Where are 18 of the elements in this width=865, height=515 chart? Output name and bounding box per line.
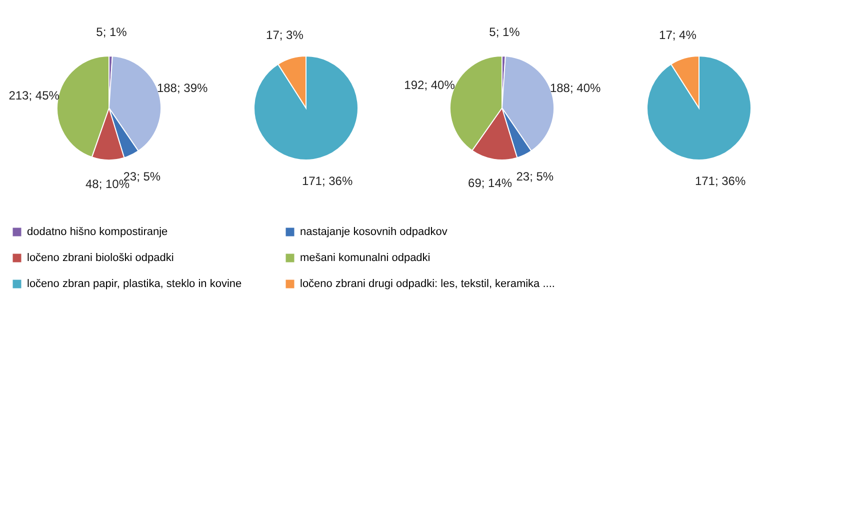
data-label: 23; 5%: [516, 170, 554, 184]
data-label: 5; 1%: [489, 25, 520, 40]
legend-label: dodatno hišno kompostiranje: [27, 226, 168, 238]
data-label: 69; 14%: [468, 176, 512, 190]
data-label: 17; 4%: [659, 28, 697, 42]
legend-label: ločeno zbrani drugi odpadki: les, tekstil, keramika ....: [300, 278, 555, 290]
data-label: 5; 1%: [96, 25, 128, 40]
data-label: 188; 39%: [156, 80, 208, 95]
legend-label: nastajanje kosovnih odpadkov: [300, 226, 448, 238]
legend-label: mešani komunalni odpadki: [300, 252, 430, 264]
legend-label: ločeno zbran papir, plastika, steklo in kovine: [27, 278, 242, 290]
data-label: 171; 36%: [302, 174, 353, 188]
data-label: 213; 45%: [8, 88, 60, 102]
legend-label: ločeno zbrani biološki odpadki: [27, 252, 174, 264]
data-label: 192; 40%: [404, 78, 456, 92]
data-label: 171; 36%: [694, 174, 746, 188]
data-label: 188; 40%: [550, 80, 601, 95]
data-label: 17; 3%: [266, 28, 304, 42]
